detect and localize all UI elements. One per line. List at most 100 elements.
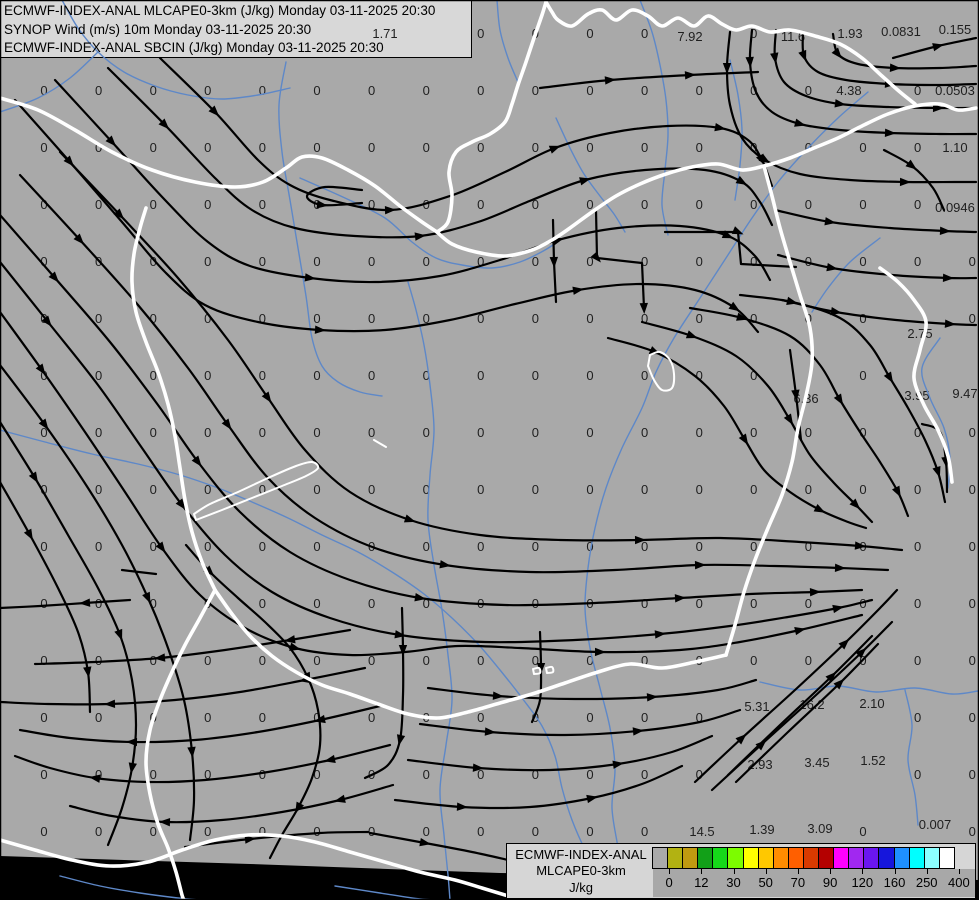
sbcin-zero-value: 0	[696, 197, 703, 212]
sbcin-zero-value: 0	[969, 425, 976, 440]
legend-tick-mark	[926, 869, 928, 874]
sbcin-zero-value: 0	[805, 596, 812, 611]
sbcin-value: 9.47	[952, 386, 977, 401]
sbcin-zero-value: 0	[150, 197, 157, 212]
sbcin-zero-value: 0	[641, 653, 648, 668]
sbcin-zero-value: 0	[477, 824, 484, 839]
legend-tick-mark	[862, 869, 864, 874]
sbcin-zero-value: 0	[805, 197, 812, 212]
legend-color-cell	[848, 847, 865, 869]
sbcin-zero-value: 0	[477, 254, 484, 269]
sbcin-zero-value: 0	[150, 368, 157, 383]
sbcin-zero-value: 0	[150, 539, 157, 554]
sbcin-zero-value: 0	[805, 539, 812, 554]
sbcin-zero-value: 0	[204, 482, 211, 497]
legend-tick-mark	[797, 869, 799, 874]
sbcin-value: 4.38	[836, 83, 861, 98]
sbcin-zero-value: 0	[532, 539, 539, 554]
sbcin-zero-value: 0	[313, 83, 320, 98]
sbcin-zero-value: 0	[95, 311, 102, 326]
sbcin-zero-value: 0	[805, 254, 812, 269]
sbcin-zero-value: 0	[313, 482, 320, 497]
sbcin-zero-value: 0	[750, 254, 757, 269]
legend-color-cell	[742, 847, 759, 869]
sbcin-zero-value: 0	[313, 824, 320, 839]
legend-tick-value: 70	[790, 875, 806, 890]
sbcin-zero-value: 0	[259, 368, 266, 383]
sbcin-zero-value: 0	[95, 596, 102, 611]
sbcin-zero-value: 0	[477, 653, 484, 668]
sbcin-zero-value: 0	[204, 83, 211, 98]
legend-tick-mark	[894, 869, 896, 874]
sbcin-zero-value: 0	[259, 710, 266, 725]
sbcin-zero-value: 0	[259, 596, 266, 611]
sbcin-zero-value: 0	[368, 596, 375, 611]
legend-color-cell	[757, 847, 774, 869]
sbcin-zero-value: 0	[259, 824, 266, 839]
sbcin-zero-value: 0	[150, 482, 157, 497]
sbcin-zero-value: 0	[641, 824, 648, 839]
sbcin-zero-value: 0	[532, 140, 539, 155]
sbcin-zero-value: 0	[696, 254, 703, 269]
sbcin-value: 3.45	[804, 755, 829, 770]
sbcin-value: 1.71	[372, 26, 397, 41]
sbcin-zero-value: 0	[40, 368, 47, 383]
sbcin-zero-value: 0	[914, 140, 921, 155]
sbcin-zero-value: 0	[532, 596, 539, 611]
sbcin-zero-value: 0	[641, 26, 648, 41]
sbcin-zero-value: 0	[259, 425, 266, 440]
sbcin-zero-value: 0	[150, 254, 157, 269]
sbcin-zero-value: 0	[859, 197, 866, 212]
sbcin-zero-value: 0	[204, 311, 211, 326]
sbcin-zero-value: 0	[641, 710, 648, 725]
sbcin-zero-value: 0	[423, 140, 430, 155]
sbcin-zero-value: 0	[150, 140, 157, 155]
sbcin-zero-value: 0	[368, 311, 375, 326]
sbcin-zero-value: 0	[586, 824, 593, 839]
sbcin-zero-value: 0	[859, 311, 866, 326]
legend-title: ECMWF-INDEX-ANAL MLCAPE0-3km	[511, 847, 651, 878]
sbcin-zero-value: 0	[313, 710, 320, 725]
legend-tick-value: 250	[915, 875, 938, 890]
sbcin-zero-value: 0	[586, 83, 593, 98]
sbcin-zero-value: 0	[859, 482, 866, 497]
sbcin-zero-value: 0	[40, 482, 47, 497]
sbcin-zero-value: 0	[150, 767, 157, 782]
sbcin-zero-value: 0	[368, 425, 375, 440]
legend-tick-mark	[733, 869, 735, 874]
sbcin-zero-value: 0	[313, 767, 320, 782]
sbcin-zero-value: 0	[259, 197, 266, 212]
sbcin-zero-value: 0	[423, 596, 430, 611]
sbcin-zero-value: 0	[969, 254, 976, 269]
sbcin-zero-value: 0	[95, 83, 102, 98]
sbcin-value: 1.52	[860, 753, 885, 768]
sbcin-zero-value: 0	[423, 539, 430, 554]
sbcin-zero-value: 0	[859, 824, 866, 839]
sbcin-zero-value: 0	[95, 653, 102, 668]
sbcin-zero-value: 0	[40, 140, 47, 155]
sbcin-zero-value: 0	[423, 311, 430, 326]
sbcin-value: 0.0831	[881, 24, 921, 39]
sbcin-zero-value: 0	[750, 311, 757, 326]
legend-tick-value: 90	[822, 875, 838, 890]
sbcin-zero-value: 0	[586, 254, 593, 269]
sbcin-zero-value: 0	[969, 710, 976, 725]
sbcin-zero-value: 0	[313, 539, 320, 554]
sbcin-value: 2.93	[747, 757, 772, 772]
legend-tick-value: 50	[758, 875, 773, 890]
legend-tick-value: 12	[694, 875, 709, 890]
sbcin-zero-value: 0	[204, 368, 211, 383]
sbcin-zero-value: 0	[859, 254, 866, 269]
sbcin-zero-value: 0	[696, 140, 703, 155]
sbcin-zero-value: 0	[204, 710, 211, 725]
sbcin-zero-value: 0	[477, 539, 484, 554]
legend-colorbar	[652, 847, 955, 869]
legend-color-cell	[878, 847, 895, 869]
sbcin-zero-value: 0	[95, 767, 102, 782]
legend-color-cell	[818, 847, 835, 869]
sbcin-zero-value: 0	[95, 368, 102, 383]
sbcin-zero-value: 0	[259, 311, 266, 326]
sbcin-value: 2.75	[907, 326, 932, 341]
sbcin-zero-value: 0	[969, 482, 976, 497]
